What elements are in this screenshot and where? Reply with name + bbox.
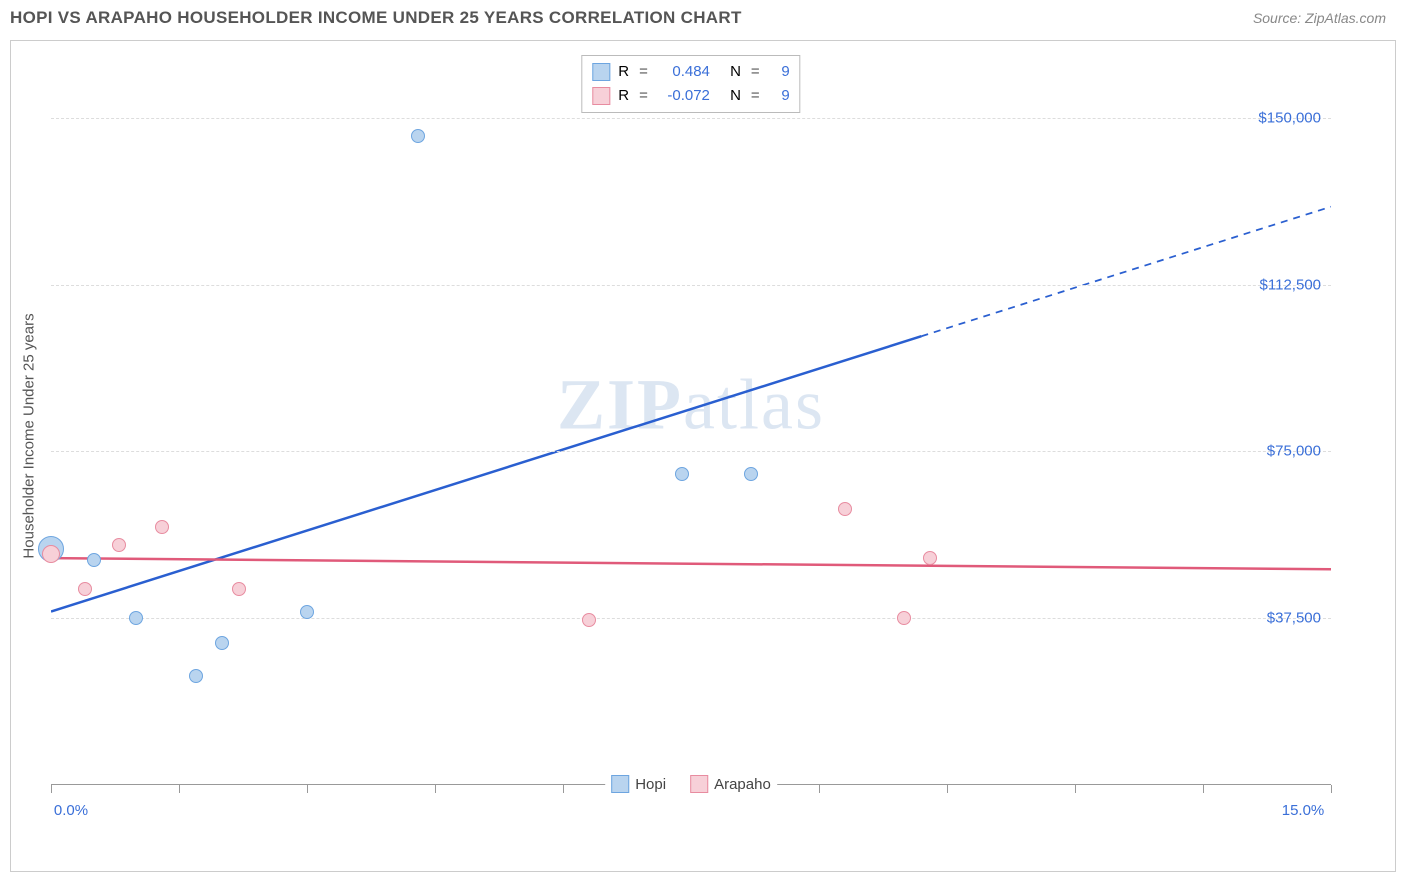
legend-n-value-hopi: 9 — [770, 60, 790, 84]
x-tick — [51, 785, 52, 793]
trendlines-svg — [51, 51, 1331, 821]
legend-swatch-hopi — [611, 775, 629, 793]
legend-n-value-arapaho: 9 — [770, 84, 790, 108]
x-tick — [819, 785, 820, 793]
gridline — [51, 285, 1331, 286]
x-tick — [179, 785, 180, 793]
source-attribution: Source: ZipAtlas.com — [1253, 10, 1386, 26]
chart-container: Householder Income Under 25 years ZIPatl… — [10, 40, 1396, 872]
legend-n-label: N — [730, 84, 741, 108]
x-tick-label: 0.0% — [54, 802, 88, 819]
data-point — [87, 553, 101, 567]
watermark-zip: ZIP — [557, 365, 683, 445]
legend-swatch-arapaho — [592, 87, 610, 105]
legend-r-label: R — [618, 84, 629, 108]
data-point — [215, 636, 229, 650]
legend-row-arapaho: R = -0.072 N = 9 — [592, 84, 789, 108]
x-tick — [307, 785, 308, 793]
data-point — [232, 582, 246, 596]
legend-n-label: N — [730, 60, 741, 84]
x-tick — [563, 785, 564, 793]
y-tick-label: $75,000 — [1267, 443, 1321, 460]
legend-eq: = — [639, 84, 648, 108]
legend-row-hopi: R = 0.484 N = 9 — [592, 60, 789, 84]
x-tick — [1203, 785, 1204, 793]
legend-label-hopi: Hopi — [635, 776, 666, 793]
trendline-solid — [51, 558, 1331, 569]
legend-eq: = — [751, 84, 760, 108]
legend-swatch-hopi — [592, 63, 610, 81]
data-point — [897, 611, 911, 625]
y-tick-label: $150,000 — [1258, 109, 1321, 126]
data-point — [675, 467, 689, 481]
x-tick — [435, 785, 436, 793]
data-point — [155, 520, 169, 534]
data-point — [300, 605, 314, 619]
gridline — [51, 618, 1331, 619]
gridline — [51, 451, 1331, 452]
legend-r-value-hopi: 0.484 — [658, 60, 710, 84]
y-tick-label: $37,500 — [1267, 610, 1321, 627]
y-tick-label: $112,500 — [1260, 276, 1321, 293]
data-point — [923, 551, 937, 565]
data-point — [838, 502, 852, 516]
data-point — [744, 467, 758, 481]
watermark-atlas: atlas — [683, 365, 825, 445]
x-tick — [1331, 785, 1332, 793]
data-point — [411, 129, 425, 143]
page-title: HOPI VS ARAPAHO HOUSEHOLDER INCOME UNDER… — [10, 8, 742, 28]
y-axis-label: Householder Income Under 25 years — [21, 313, 38, 558]
legend-series: Hopi Arapaho — [605, 775, 777, 793]
legend-eq: = — [639, 60, 648, 84]
data-point — [42, 545, 60, 563]
trendline-solid — [51, 336, 921, 611]
gridline — [51, 118, 1331, 119]
legend-label-arapaho: Arapaho — [714, 776, 771, 793]
x-tick-label: 15.0% — [1282, 802, 1325, 819]
legend-item-hopi: Hopi — [611, 775, 666, 793]
trendline-dashed — [921, 207, 1331, 337]
legend-item-arapaho: Arapaho — [690, 775, 771, 793]
data-point — [78, 582, 92, 596]
legend-eq: = — [751, 60, 760, 84]
plot-area: Householder Income Under 25 years ZIPatl… — [51, 51, 1331, 821]
legend-r-label: R — [618, 60, 629, 84]
watermark: ZIPatlas — [557, 364, 825, 447]
legend-r-value-arapaho: -0.072 — [658, 84, 710, 108]
legend-swatch-arapaho — [690, 775, 708, 793]
data-point — [112, 538, 126, 552]
data-point — [582, 613, 596, 627]
data-point — [189, 669, 203, 683]
legend-correlation: R = 0.484 N = 9 R = -0.072 N = 9 — [581, 55, 800, 113]
data-point — [129, 611, 143, 625]
x-tick — [1075, 785, 1076, 793]
x-tick — [947, 785, 948, 793]
